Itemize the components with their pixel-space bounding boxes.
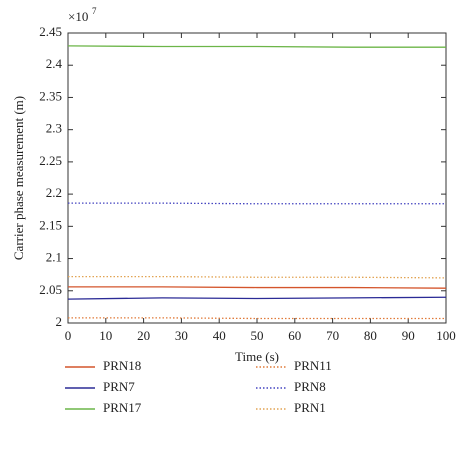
x-tick-label: 60: [288, 328, 301, 343]
x-tick-label: 20: [137, 328, 150, 343]
y-tick-label: 2: [56, 314, 63, 329]
y-multiplier-exponent: 7: [92, 6, 97, 16]
x-tick-label: 40: [213, 328, 226, 343]
x-tick-label: 100: [436, 328, 456, 343]
y-tick-label: 2.1: [46, 250, 62, 265]
x-tick-label: 0: [65, 328, 72, 343]
y-tick-label: 2.2: [46, 185, 62, 200]
y-tick-label: 2.4: [46, 56, 63, 71]
series-line: [68, 317, 446, 320]
series-line: [67, 45, 446, 48]
legend-label: PRN7: [103, 379, 135, 394]
x-tick-label: 30: [175, 328, 188, 343]
y-tick-label: 2.25: [39, 153, 62, 168]
y-axis-label: Carrier phase measurement (m): [11, 96, 26, 260]
x-tick-label: 90: [402, 328, 415, 343]
series-line: [68, 286, 447, 289]
legend-label: PRN1: [294, 400, 326, 415]
plot-frame: [67, 32, 447, 324]
x-tick-label: 80: [364, 328, 377, 343]
legend-label: PRN18: [103, 358, 141, 373]
y-multiplier: ×10: [68, 9, 88, 24]
y-tick-label: 2.3: [46, 121, 62, 136]
y-tick-label: 2.15: [39, 217, 62, 232]
x-tick-label: 50: [251, 328, 264, 343]
legend-label: PRN8: [294, 379, 326, 394]
x-axis-label: Time (s): [235, 349, 279, 364]
legend-label: PRN11: [294, 358, 332, 373]
y-tick-label: 2.35: [39, 88, 62, 103]
y-tick-label: 2.45: [39, 24, 62, 39]
series-line: [68, 275, 447, 279]
series-line: [68, 202, 446, 205]
x-tick-label: 10: [99, 328, 112, 343]
legend-label: PRN17: [103, 400, 142, 415]
y-tick-label: 2.05: [39, 282, 62, 297]
series-line: [67, 296, 447, 300]
x-tick-label: 70: [326, 328, 339, 343]
